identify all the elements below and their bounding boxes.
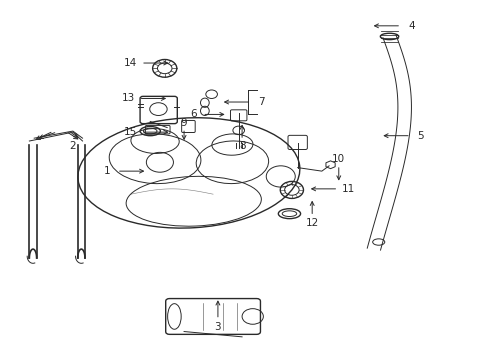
Text: 7: 7: [258, 97, 264, 107]
Text: 9: 9: [181, 118, 187, 128]
Text: 5: 5: [417, 131, 424, 141]
Text: 8: 8: [238, 141, 245, 151]
Text: 12: 12: [305, 217, 318, 228]
Text: 14: 14: [124, 58, 137, 68]
Text: 13: 13: [122, 94, 135, 103]
Text: 15: 15: [124, 127, 137, 137]
Text: 6: 6: [190, 109, 197, 120]
Text: 4: 4: [407, 21, 414, 31]
Text: 3: 3: [214, 322, 221, 332]
Text: 1: 1: [103, 166, 110, 176]
Text: 11: 11: [341, 184, 354, 194]
Text: 10: 10: [331, 154, 345, 164]
Text: 2: 2: [69, 141, 76, 151]
